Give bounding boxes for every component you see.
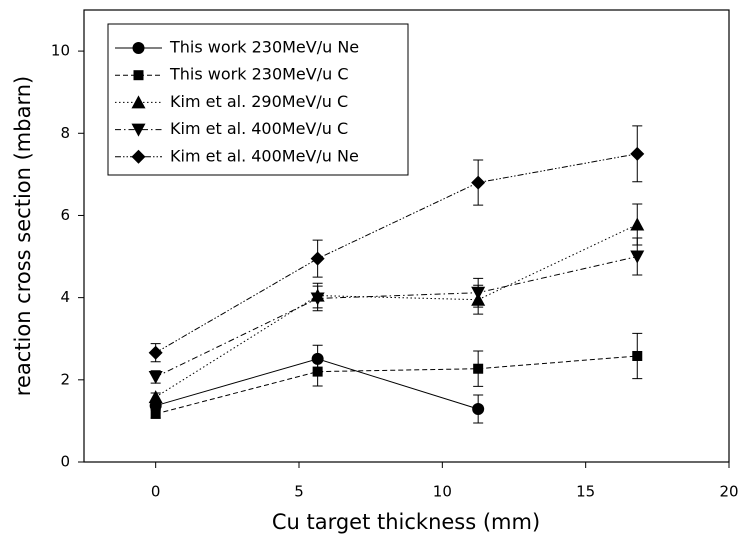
legend-text: Kim et al. 290MeV/u C — [170, 92, 348, 111]
legend-marker — [131, 95, 146, 109]
marker — [310, 251, 325, 266]
x-axis-label: Cu target thickness (mm) — [272, 510, 540, 534]
legend-marker — [133, 70, 144, 81]
legend-marker — [132, 42, 145, 54]
legend-text: Kim et al. 400MeV/u C — [170, 119, 348, 138]
x-tick-label: 0 — [151, 483, 161, 501]
legend-marker — [131, 149, 146, 164]
y-tick-label: 8 — [60, 124, 70, 142]
x-tick-label: 10 — [433, 483, 452, 501]
marker — [473, 363, 484, 374]
marker — [630, 146, 645, 161]
marker — [471, 175, 486, 190]
marker — [630, 250, 645, 264]
legend-text: This work 230MeV/u C — [169, 65, 349, 84]
y-tick-label: 2 — [60, 370, 70, 388]
marker — [312, 366, 323, 377]
marker — [310, 292, 325, 306]
x-tick-label: 15 — [576, 483, 595, 501]
y-tick-label: 6 — [60, 206, 70, 224]
legend-marker — [131, 123, 146, 137]
legend-text: Kim et al. 400MeV/u Ne — [170, 146, 359, 165]
y-tick-label: 4 — [60, 288, 70, 306]
marker — [630, 217, 645, 231]
marker — [148, 345, 163, 360]
legend-text: This work 230MeV/u Ne — [169, 38, 359, 57]
x-tick-label: 5 — [294, 483, 304, 501]
series-line — [155, 153, 638, 354]
marker — [148, 370, 163, 384]
series-line — [155, 355, 638, 415]
legend-box — [107, 23, 409, 176]
series-line — [155, 256, 638, 378]
y-axis-label: reaction cross section (mbarn) — [11, 76, 35, 396]
y-tick-label: 10 — [51, 42, 70, 60]
marker — [632, 350, 643, 361]
marker — [148, 390, 163, 404]
marker — [472, 402, 485, 415]
marker — [150, 408, 161, 419]
plot-frame — [83, 9, 730, 463]
y-tick-label: 0 — [60, 453, 70, 471]
marker — [471, 286, 486, 300]
x-tick-label: 20 — [719, 483, 738, 501]
